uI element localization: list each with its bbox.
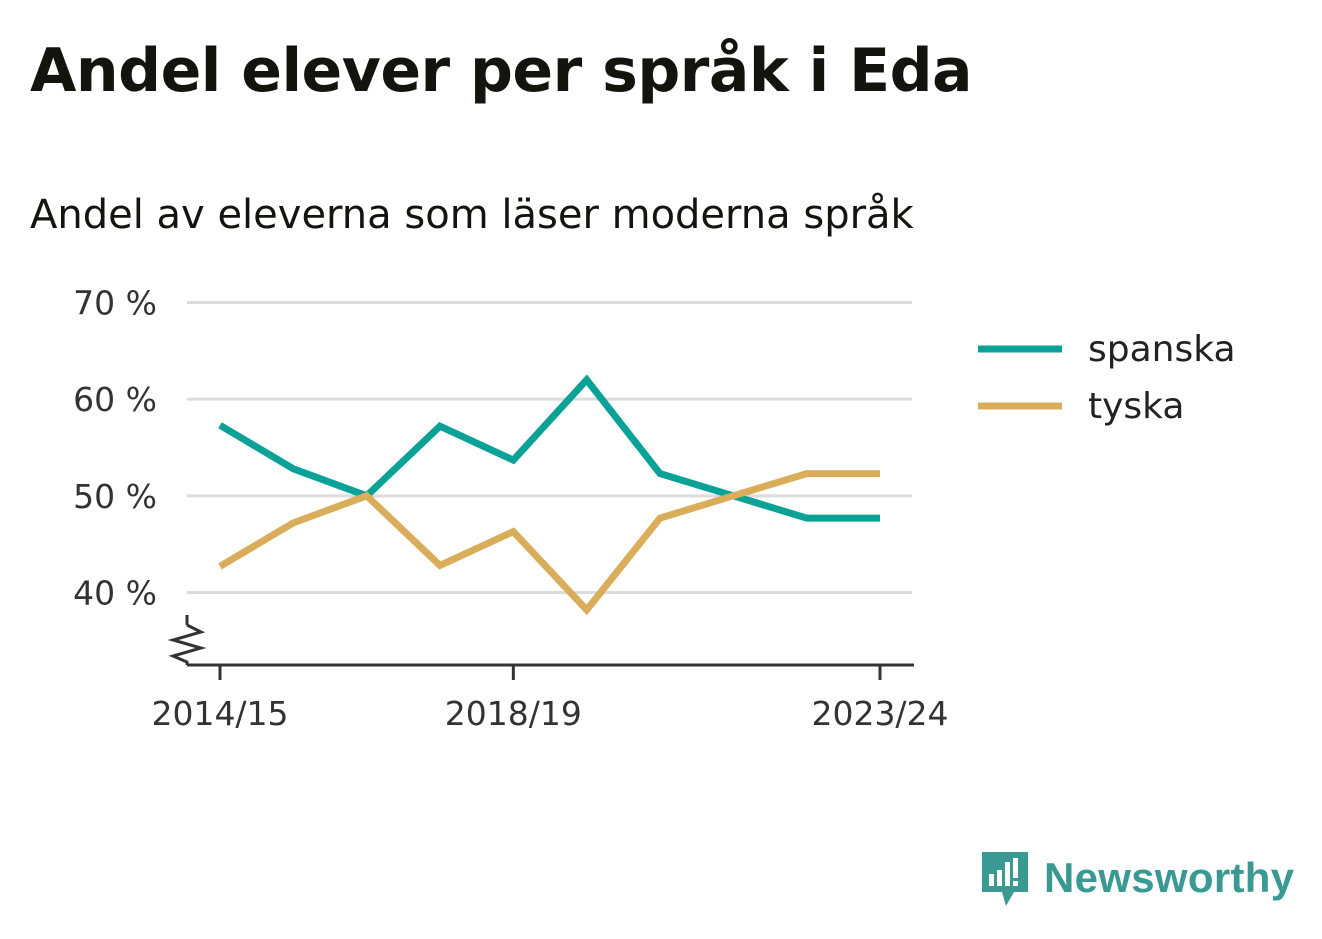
newsworthy-logo-icon bbox=[982, 852, 1028, 906]
legend-label-tyska: tyska bbox=[1088, 386, 1184, 427]
chart-subtitle: Andel av eleverna som läser moderna språ… bbox=[30, 192, 914, 238]
series-line-spanska bbox=[218, 374, 880, 522]
y-tick-label: 60 % bbox=[73, 380, 157, 419]
legend: spanska tyska bbox=[978, 329, 1236, 427]
series-line-tyska bbox=[218, 470, 880, 616]
series-lines bbox=[218, 374, 880, 616]
axis-break-icon bbox=[167, 623, 207, 665]
brand-name: Newsworthy bbox=[1044, 854, 1295, 901]
x-tick-label: 2014/15 bbox=[151, 694, 288, 733]
x-tick-label: 2023/24 bbox=[811, 694, 948, 733]
y-tick-label: 70 % bbox=[73, 284, 157, 323]
legend-label-spanska: spanska bbox=[1088, 329, 1236, 370]
newsworthy-logo: Newsworthy bbox=[980, 848, 1294, 908]
y-tick-label: 50 % bbox=[73, 477, 157, 516]
chart-title: Andel elever per språk i Eda bbox=[30, 36, 973, 106]
gridlines bbox=[187, 301, 912, 594]
x-tick-label: 2018/19 bbox=[445, 694, 582, 733]
y-tick-label: 40 % bbox=[73, 574, 157, 613]
axes: 40 % 50 % 60 % 70 % 2014/15 2018/19 2023/24 bbox=[73, 284, 948, 734]
